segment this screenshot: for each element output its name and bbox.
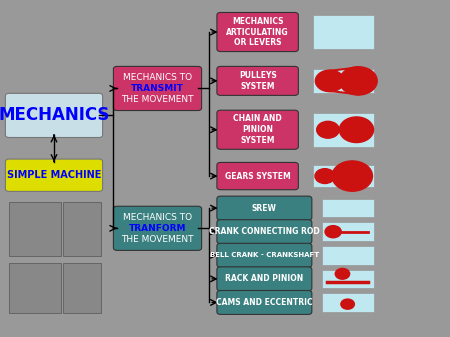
FancyBboxPatch shape xyxy=(63,202,101,256)
Text: PULLEYS
SYSTEM: PULLEYS SYSTEM xyxy=(239,71,276,91)
FancyBboxPatch shape xyxy=(9,202,61,256)
Circle shape xyxy=(315,70,344,92)
Text: CRANK CONNECTING ROD: CRANK CONNECTING ROD xyxy=(209,227,320,236)
Text: MECHANICS TO: MECHANICS TO xyxy=(123,213,192,222)
Text: SREW: SREW xyxy=(252,204,277,213)
FancyBboxPatch shape xyxy=(217,290,312,314)
Text: TRANSMIT: TRANSMIT xyxy=(131,84,184,93)
Circle shape xyxy=(315,168,335,183)
Text: MECHANICS TO: MECHANICS TO xyxy=(123,73,192,82)
FancyBboxPatch shape xyxy=(313,113,374,147)
FancyBboxPatch shape xyxy=(313,15,374,49)
FancyBboxPatch shape xyxy=(217,196,312,220)
FancyBboxPatch shape xyxy=(113,66,202,111)
FancyBboxPatch shape xyxy=(322,199,374,217)
FancyBboxPatch shape xyxy=(217,162,298,190)
Circle shape xyxy=(335,268,350,279)
Text: RACK AND PINION: RACK AND PINION xyxy=(225,274,303,283)
Text: BELL CRANK - CRANKSHAFT: BELL CRANK - CRANKSHAFT xyxy=(210,252,319,258)
FancyBboxPatch shape xyxy=(217,66,298,95)
FancyBboxPatch shape xyxy=(9,263,61,313)
Text: TRANFORM: TRANFORM xyxy=(129,224,186,233)
FancyBboxPatch shape xyxy=(113,206,202,250)
Text: THE MOVEMENT: THE MOVEMENT xyxy=(121,235,194,244)
Text: GEARS SYSTEM: GEARS SYSTEM xyxy=(225,172,291,181)
FancyBboxPatch shape xyxy=(217,243,312,267)
Text: THE MOVEMENT: THE MOVEMENT xyxy=(121,95,194,104)
FancyBboxPatch shape xyxy=(5,93,103,137)
FancyBboxPatch shape xyxy=(322,293,374,312)
Circle shape xyxy=(339,67,377,95)
FancyBboxPatch shape xyxy=(63,263,101,313)
Circle shape xyxy=(339,117,374,143)
FancyBboxPatch shape xyxy=(322,270,374,288)
FancyBboxPatch shape xyxy=(313,165,374,187)
Text: MECHANICS
ARTICULATING
OR LEVERS: MECHANICS ARTICULATING OR LEVERS xyxy=(226,17,289,47)
FancyBboxPatch shape xyxy=(322,246,374,265)
Text: CHAIN AND
PINION
SYSTEM: CHAIN AND PINION SYSTEM xyxy=(233,115,282,145)
Circle shape xyxy=(317,121,339,138)
FancyBboxPatch shape xyxy=(217,12,298,52)
Circle shape xyxy=(325,226,341,238)
Circle shape xyxy=(332,161,373,191)
Text: SIMPLE MACHINE: SIMPLE MACHINE xyxy=(7,170,101,180)
FancyBboxPatch shape xyxy=(5,159,103,191)
FancyBboxPatch shape xyxy=(322,222,374,241)
Text: MECHANICS: MECHANICS xyxy=(0,106,110,124)
FancyBboxPatch shape xyxy=(217,110,298,149)
Text: CAMS AND ECCENTRIC: CAMS AND ECCENTRIC xyxy=(216,298,313,307)
FancyBboxPatch shape xyxy=(217,267,312,291)
Circle shape xyxy=(341,299,355,309)
FancyBboxPatch shape xyxy=(313,69,374,93)
FancyBboxPatch shape xyxy=(217,220,312,244)
